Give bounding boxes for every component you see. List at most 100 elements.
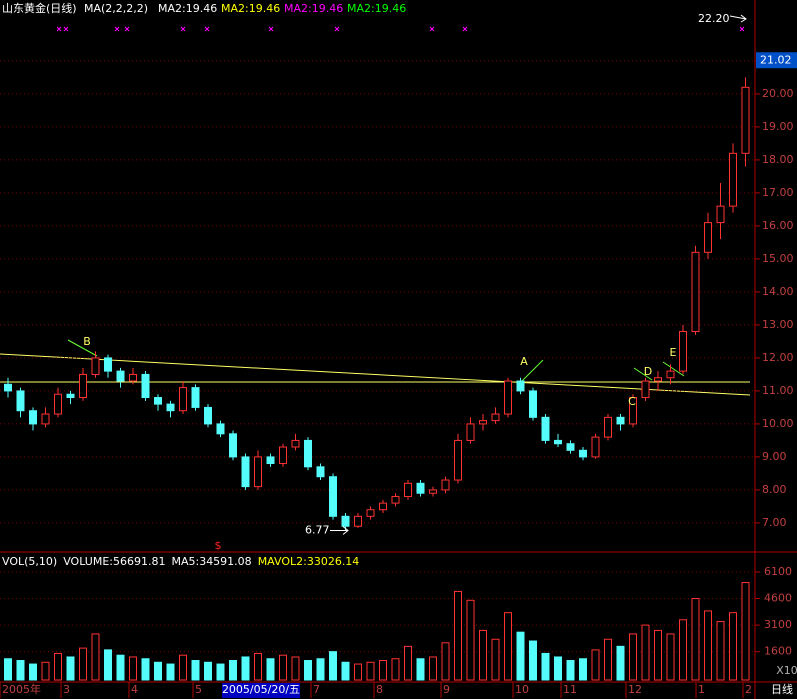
volume-bar xyxy=(91,633,100,681)
candle-body xyxy=(654,377,662,382)
volume-bar xyxy=(291,656,300,681)
candle-body xyxy=(316,466,325,478)
x-tick-label: 11 xyxy=(563,683,577,696)
candle-body xyxy=(604,416,612,438)
volume-bar xyxy=(29,663,37,681)
volume-bar xyxy=(416,658,425,681)
candle-body xyxy=(191,387,200,408)
volume-bar xyxy=(366,661,375,681)
signal-mark: $ xyxy=(215,539,222,552)
volume-bar xyxy=(129,656,137,681)
volume-bar xyxy=(479,629,487,681)
candle-body xyxy=(154,397,162,405)
candle-body xyxy=(204,406,212,425)
current-price-box xyxy=(756,52,797,69)
chart-title: 山东黄金(日线) xyxy=(2,1,77,15)
volume-bar xyxy=(166,663,175,681)
marker-line xyxy=(662,361,685,377)
volume-bar xyxy=(229,660,237,681)
candle-body xyxy=(641,380,650,399)
candle-body xyxy=(179,387,187,412)
candle-body xyxy=(354,515,362,527)
ma-label: MA2:19.46 xyxy=(347,2,406,15)
signal-cross xyxy=(63,26,69,32)
candle-body xyxy=(579,449,587,458)
volume-bar xyxy=(116,654,125,681)
candle-body xyxy=(629,397,637,425)
volume-bar xyxy=(729,612,737,681)
volume-bar xyxy=(491,638,500,681)
y-tick-label: 7.00 xyxy=(762,516,787,529)
volume-bar xyxy=(504,612,512,681)
volume-bar xyxy=(629,633,637,681)
trendline xyxy=(0,353,751,396)
candle-body xyxy=(554,439,562,445)
volume-tick-label: 6100 xyxy=(764,565,792,578)
volume-bar xyxy=(641,624,650,681)
annotation: D xyxy=(644,365,652,378)
candle-body xyxy=(66,393,75,399)
volume-header: MAVOL2:33026.14 xyxy=(258,555,360,568)
candle-body xyxy=(741,86,750,154)
volume-bar xyxy=(691,598,700,681)
candle-body xyxy=(266,456,275,465)
volume-bar xyxy=(566,660,575,681)
candle-body xyxy=(391,496,400,504)
annotation: C xyxy=(628,395,636,408)
marker-line xyxy=(633,367,653,381)
high-arrow xyxy=(729,14,747,23)
low-label: 6.77 xyxy=(305,524,330,537)
candle-body xyxy=(566,443,575,451)
volume-bar xyxy=(716,621,725,681)
candle-body xyxy=(616,416,625,425)
volume-bar xyxy=(104,649,112,681)
signal-cross xyxy=(114,26,120,32)
volume-header: MA5:34591.08 xyxy=(171,555,251,568)
y-tick-label: 17.00 xyxy=(762,186,794,199)
volume-header: VOL(5,10) xyxy=(2,555,57,568)
signal-cross xyxy=(180,26,186,32)
candle-body xyxy=(329,476,337,517)
x-tick-label: 7 xyxy=(313,683,320,696)
x-tick-label: 4 xyxy=(131,683,138,696)
signal-cross xyxy=(334,26,340,32)
volume-bar xyxy=(329,651,337,681)
volume-bar xyxy=(741,582,750,681)
marker-line xyxy=(519,359,544,384)
x-tick-label: 10 xyxy=(515,683,529,696)
volume-bar xyxy=(304,660,312,681)
volume-unit: X10 xyxy=(776,664,797,677)
volume-bar xyxy=(4,658,12,681)
candle-body xyxy=(79,373,87,399)
y-tick-label: 11.00 xyxy=(762,384,794,397)
volume-bar xyxy=(579,658,587,681)
volume-bar xyxy=(541,652,550,681)
candle-body xyxy=(104,357,112,372)
candle-body xyxy=(679,331,687,372)
annotation: E xyxy=(670,346,677,359)
volume-bar xyxy=(179,654,187,681)
volume-bar xyxy=(279,654,287,681)
y-tick-label: 15.00 xyxy=(762,252,794,265)
cursor-date-box xyxy=(222,683,300,698)
candle-body xyxy=(229,433,237,458)
candle-body xyxy=(16,390,25,412)
candle-body xyxy=(666,370,675,379)
volume-bar xyxy=(404,645,412,681)
volume-bar xyxy=(216,663,225,681)
candle-body xyxy=(704,222,712,253)
volume-bar xyxy=(441,642,450,681)
candle-body xyxy=(41,413,50,425)
candle-body xyxy=(479,420,487,425)
candle-body xyxy=(529,390,537,418)
candle-body xyxy=(541,416,550,441)
candle-body xyxy=(491,413,500,422)
candle-body xyxy=(91,357,100,375)
signal-cross xyxy=(204,26,210,32)
x-tick-label: 3 xyxy=(63,683,70,696)
candle-body xyxy=(166,403,175,412)
volume-bar xyxy=(391,658,400,681)
y-tick-label: 10.00 xyxy=(762,417,794,430)
x-tick-label: 2 xyxy=(745,683,752,696)
